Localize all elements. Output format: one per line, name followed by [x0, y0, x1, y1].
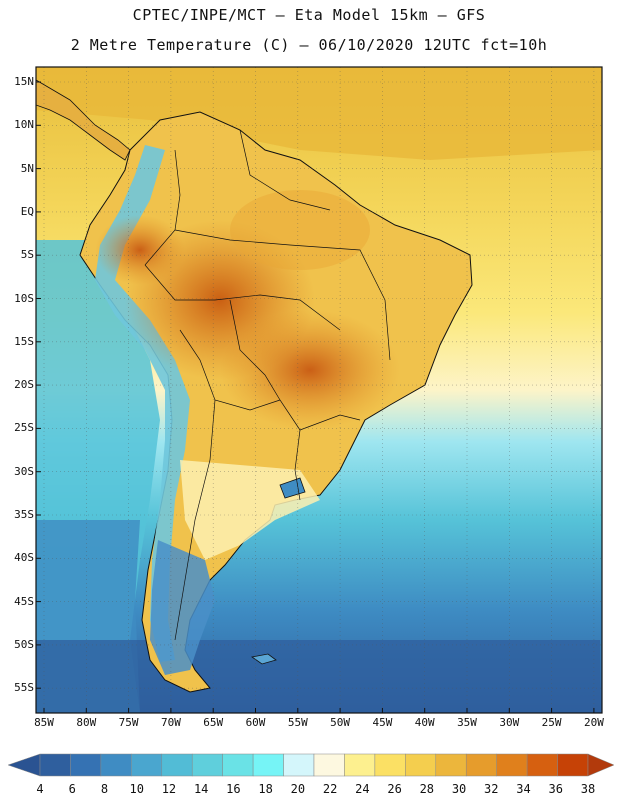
colorbar-label: 28 — [419, 782, 435, 796]
colorbar-swatch — [100, 753, 132, 777]
lat-label: 15S — [14, 334, 34, 348]
lat-label: 30S — [14, 464, 34, 478]
title-line-1: CPTEC/INPE/MCT – Eta Model 15km – GFS — [132, 6, 486, 24]
colorbar-swatch — [435, 753, 467, 777]
lon-label: 20W — [583, 716, 604, 729]
warm-zone-amazon — [230, 190, 370, 270]
lon-label: 85W — [34, 716, 54, 729]
colorbar-label: 10 — [129, 782, 144, 796]
lat-label: 45S — [14, 594, 34, 608]
colorbar-swatch — [252, 753, 284, 777]
colorbar-swatch — [191, 753, 223, 777]
colorbar-over-arrow — [587, 753, 615, 777]
lat-label: 15N — [14, 75, 34, 88]
lat-label: 5S — [20, 248, 34, 262]
colorbar-swatch — [344, 753, 376, 777]
lat-label: 25S — [14, 421, 34, 435]
colorbar-swatch — [405, 753, 437, 777]
lat-label: 10S — [14, 291, 34, 305]
colorbar-swatch — [496, 753, 528, 777]
lat-label: 20S — [14, 378, 34, 392]
colorbar-label: 18 — [258, 782, 273, 796]
colorbar-swatch — [39, 753, 71, 777]
lon-label: 75W — [118, 716, 139, 729]
colorbar-swatch — [557, 753, 589, 777]
colorbar-label: 8 — [100, 782, 109, 796]
colorbar-swatch — [70, 753, 102, 777]
colorbar-label: 30 — [451, 782, 467, 796]
colorbar-label: 6 — [68, 782, 76, 796]
colorbar-swatch — [465, 753, 497, 777]
lon-label: 30W — [499, 716, 520, 729]
lat-label: EQ — [20, 204, 34, 218]
colorbar-under-arrow — [7, 753, 41, 777]
colorbar-label: 38 — [580, 782, 596, 796]
lon-label: 60W — [245, 716, 266, 729]
colorbar-swatch — [131, 753, 163, 777]
lon-label: 55W — [287, 716, 308, 729]
colorbar-label: 32 — [484, 782, 499, 796]
lat-label: 35S — [14, 508, 34, 521]
colorbar-label: 16 — [226, 782, 241, 796]
lon-label: 45W — [372, 716, 393, 729]
colorbar-swatch — [283, 753, 315, 777]
hot-core-amazon-west — [95, 215, 185, 285]
map-panel — [35, 67, 602, 713]
andes-cool-strip — [95, 145, 190, 662]
country-borders — [144, 129, 391, 641]
colorbar-swatch — [526, 753, 558, 777]
central-america — [35, 79, 131, 161]
colorbar-swatch — [222, 753, 254, 777]
colorbar — [7, 753, 615, 777]
lon-label: 70W — [160, 716, 181, 729]
colorbar-label: 14 — [193, 782, 209, 796]
lon-label: 25W — [541, 716, 562, 729]
colorbar-label: 36 — [548, 782, 563, 796]
axis-ticks — [36, 81, 595, 713]
lon-label: 50W — [330, 716, 351, 729]
colorbar-swatch — [313, 753, 345, 777]
colorbar-label: 34 — [516, 782, 531, 796]
patagonia-cold-zone — [150, 540, 215, 675]
title-line-2: 2 Metre Temperature (C) – 06/10/2020 12U… — [70, 36, 548, 54]
map-frame — [35, 66, 603, 714]
lon-label: 80W — [76, 716, 97, 729]
caribbean-warm-zone — [36, 67, 602, 160]
lat-label: 50S — [14, 637, 34, 651]
hot-core-mato-grosso — [220, 310, 400, 430]
colorbar-swatch — [374, 753, 406, 777]
colorbar-label: 12 — [161, 782, 177, 796]
falkland-islands — [250, 653, 277, 665]
colorbar-label: 26 — [387, 782, 402, 796]
colorbar-label: 4 — [36, 782, 44, 796]
lon-label: 40W — [414, 716, 435, 729]
lon-label: 35W — [457, 716, 477, 729]
lat-label: 40S — [14, 551, 34, 565]
southern-ocean-zone — [36, 640, 600, 713]
lon-label: 65W — [203, 716, 224, 729]
colorbar-label: 20 — [290, 782, 306, 796]
lat-label: 5N — [20, 161, 34, 175]
lat-label: 10N — [14, 118, 34, 132]
colorbar-label: 22 — [322, 782, 338, 796]
colorbar-swatch — [161, 753, 193, 777]
colorbar-label: 24 — [355, 782, 370, 796]
lat-label: 55S — [14, 681, 34, 695]
